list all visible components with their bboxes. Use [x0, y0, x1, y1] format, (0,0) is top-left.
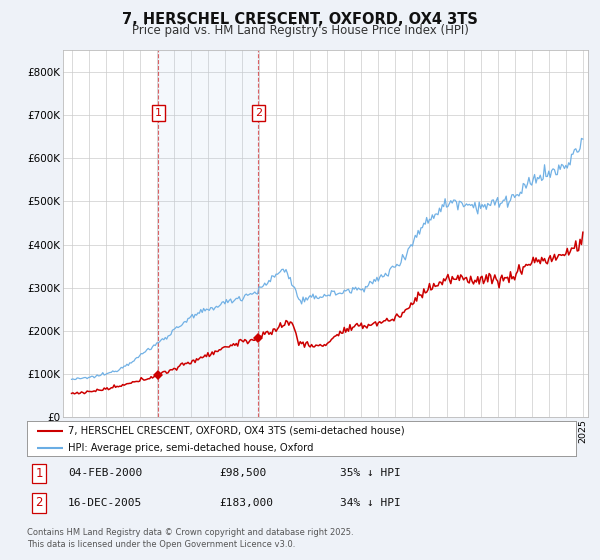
Text: Contains HM Land Registry data © Crown copyright and database right 2025.
This d: Contains HM Land Registry data © Crown c… — [27, 528, 353, 549]
Text: 2: 2 — [255, 108, 262, 118]
Text: 16-DEC-2005: 16-DEC-2005 — [68, 498, 142, 508]
Text: 2: 2 — [35, 497, 43, 510]
Text: Price paid vs. HM Land Registry's House Price Index (HPI): Price paid vs. HM Land Registry's House … — [131, 24, 469, 36]
Bar — [158, 50, 259, 417]
Text: HPI: Average price, semi-detached house, Oxford: HPI: Average price, semi-detached house,… — [68, 442, 314, 452]
Text: 34% ↓ HPI: 34% ↓ HPI — [340, 498, 401, 508]
Text: 1: 1 — [155, 108, 162, 118]
Text: 35% ↓ HPI: 35% ↓ HPI — [340, 468, 401, 478]
Text: 04-FEB-2000: 04-FEB-2000 — [68, 468, 142, 478]
Text: 1: 1 — [35, 467, 43, 480]
Text: 7, HERSCHEL CRESCENT, OXFORD, OX4 3TS (semi-detached house): 7, HERSCHEL CRESCENT, OXFORD, OX4 3TS (s… — [68, 426, 405, 436]
Text: £98,500: £98,500 — [219, 468, 266, 478]
Text: £183,000: £183,000 — [219, 498, 273, 508]
Text: 7, HERSCHEL CRESCENT, OXFORD, OX4 3TS: 7, HERSCHEL CRESCENT, OXFORD, OX4 3TS — [122, 12, 478, 27]
